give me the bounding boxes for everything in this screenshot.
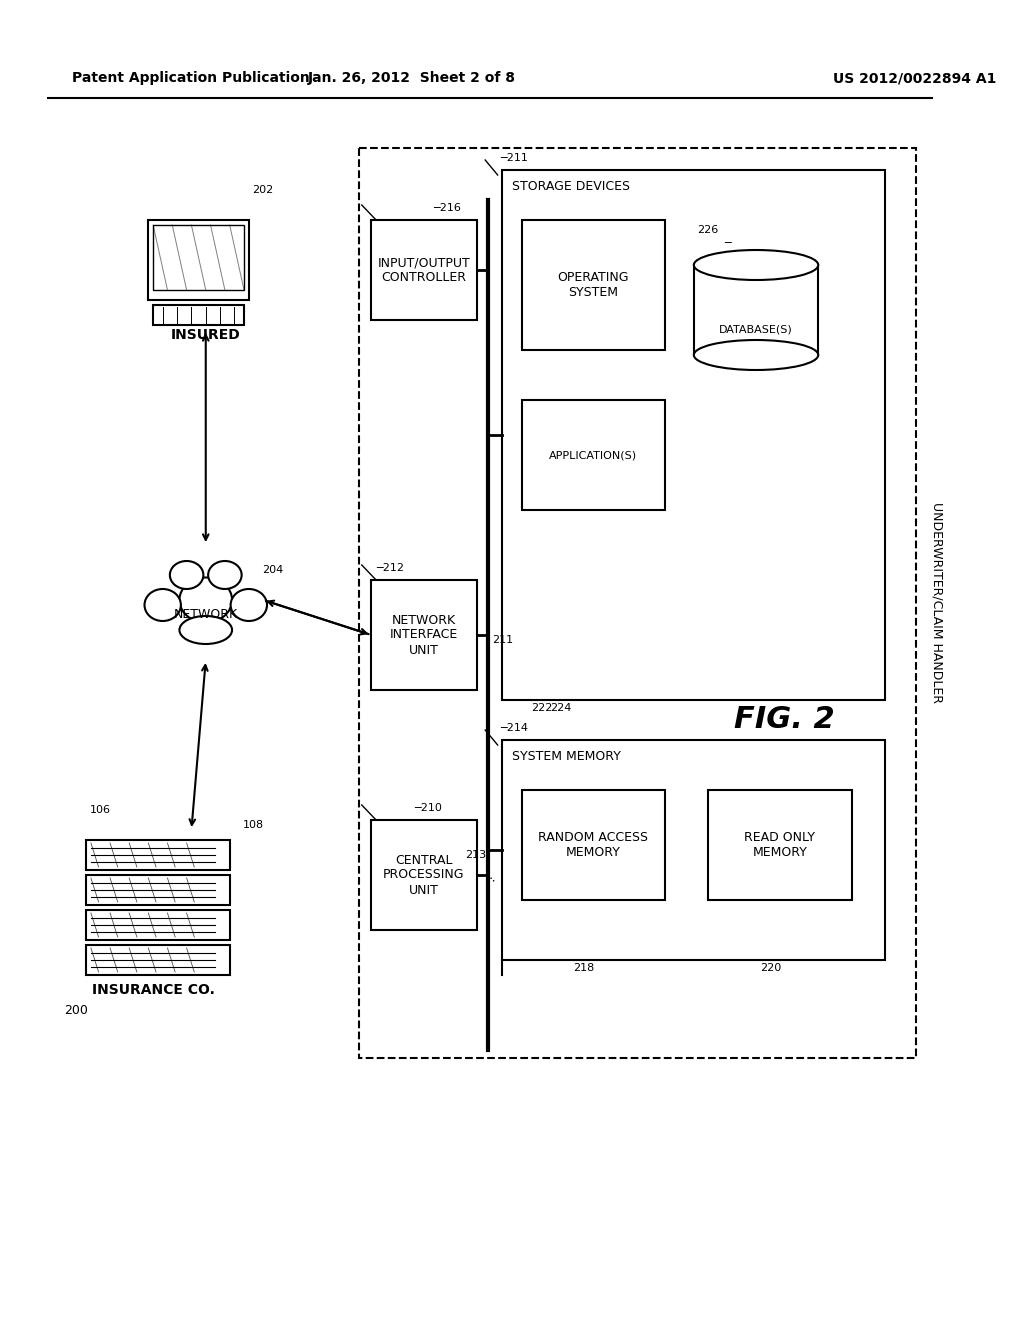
Text: 222: 222	[531, 704, 553, 713]
Text: 200: 200	[65, 1003, 88, 1016]
Text: 226: 226	[697, 224, 719, 235]
Text: INSURED: INSURED	[171, 327, 241, 342]
Text: APPLICATION(S): APPLICATION(S)	[549, 450, 637, 459]
Text: OPERATING
SYSTEM: OPERATING SYSTEM	[558, 271, 629, 300]
Text: 224: 224	[550, 704, 571, 713]
FancyBboxPatch shape	[521, 220, 666, 350]
Text: ─216: ─216	[433, 203, 462, 213]
FancyBboxPatch shape	[694, 265, 818, 355]
Text: ─: ─	[724, 238, 731, 247]
Text: INSURANCE CO.: INSURANCE CO.	[92, 983, 215, 997]
Text: INPUT/OUTPUT
CONTROLLER: INPUT/OUTPUT CONTROLLER	[378, 256, 470, 284]
Text: 220: 220	[760, 964, 781, 973]
Text: DATABASE(S): DATABASE(S)	[719, 325, 793, 335]
Text: 213: 213	[465, 850, 486, 861]
Text: 211: 211	[492, 635, 513, 645]
Text: ─214: ─214	[501, 723, 528, 733]
Text: Jan. 26, 2012  Sheet 2 of 8: Jan. 26, 2012 Sheet 2 of 8	[307, 71, 515, 84]
Text: 202: 202	[253, 185, 273, 195]
Text: UNDERWRITER/CLAIM HANDLER: UNDERWRITER/CLAIM HANDLER	[931, 503, 943, 704]
Text: ─212: ─212	[376, 564, 404, 573]
Text: US 2012/0022894 A1: US 2012/0022894 A1	[833, 71, 996, 84]
FancyBboxPatch shape	[86, 875, 229, 906]
Text: 108: 108	[243, 820, 264, 830]
FancyBboxPatch shape	[154, 305, 244, 325]
Text: READ ONLY
MEMORY: READ ONLY MEMORY	[744, 832, 815, 859]
Text: RANDOM ACCESS
MEMORY: RANDOM ACCESS MEMORY	[539, 832, 648, 859]
Ellipse shape	[694, 341, 818, 370]
FancyBboxPatch shape	[503, 170, 885, 700]
FancyBboxPatch shape	[521, 400, 666, 510]
Text: NETWORK
INTERFACE
UNIT: NETWORK INTERFACE UNIT	[390, 614, 458, 656]
FancyBboxPatch shape	[358, 148, 915, 1059]
FancyBboxPatch shape	[503, 741, 885, 960]
FancyBboxPatch shape	[154, 224, 244, 290]
Text: ─210: ─210	[415, 803, 442, 813]
Text: STORAGE DEVICES: STORAGE DEVICES	[512, 180, 630, 193]
FancyBboxPatch shape	[148, 220, 249, 300]
Text: SYSTEM MEMORY: SYSTEM MEMORY	[512, 750, 621, 763]
Ellipse shape	[179, 616, 232, 644]
Ellipse shape	[694, 249, 818, 280]
Ellipse shape	[144, 589, 181, 620]
Text: FIG. 2: FIG. 2	[734, 705, 836, 734]
Ellipse shape	[170, 561, 204, 589]
Ellipse shape	[208, 561, 242, 589]
Ellipse shape	[230, 589, 267, 620]
FancyBboxPatch shape	[86, 840, 229, 870]
FancyBboxPatch shape	[86, 945, 229, 975]
FancyBboxPatch shape	[86, 909, 229, 940]
FancyBboxPatch shape	[521, 789, 666, 900]
FancyBboxPatch shape	[372, 820, 476, 931]
Text: CENTRAL
PROCESSING
UNIT: CENTRAL PROCESSING UNIT	[383, 854, 465, 896]
Ellipse shape	[179, 578, 232, 623]
FancyBboxPatch shape	[709, 789, 852, 900]
Text: NETWORK: NETWORK	[174, 609, 238, 622]
FancyBboxPatch shape	[372, 579, 476, 690]
Text: 218: 218	[573, 964, 594, 973]
Text: 204: 204	[262, 565, 284, 576]
Text: Patent Application Publication: Patent Application Publication	[72, 71, 309, 84]
Text: ─211: ─211	[501, 153, 528, 162]
Text: 106: 106	[90, 805, 111, 814]
FancyBboxPatch shape	[372, 220, 476, 319]
